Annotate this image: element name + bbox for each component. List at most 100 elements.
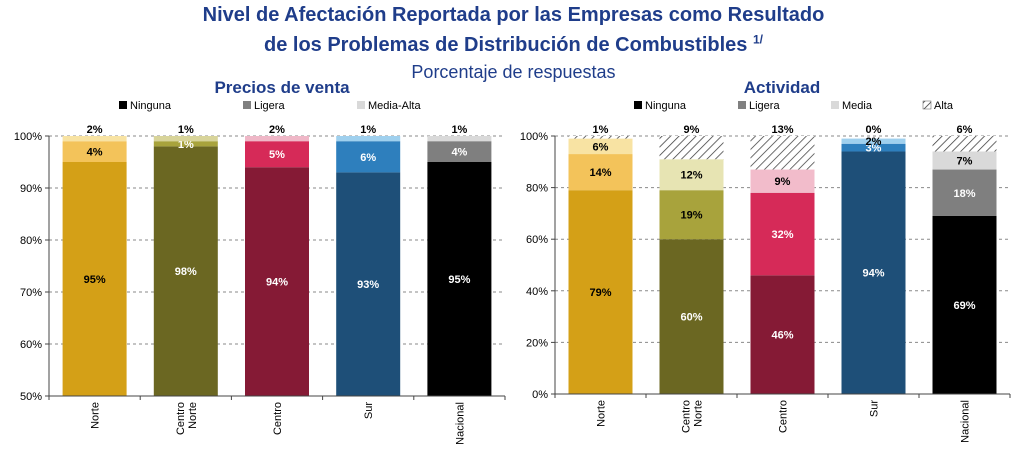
- panel1-ytick-label: 70%: [20, 287, 42, 299]
- panel2-bar-centro-ligera: [750, 192, 815, 276]
- panel2-bar-norte-alta: [568, 136, 633, 139]
- panel1-ytick-label: 80%: [20, 235, 42, 247]
- panel1-bar-nacional-ligera: [427, 141, 492, 162]
- panel1-data-label-sur-media-alta: 1%: [360, 124, 376, 136]
- panel2-bar-sur-media: [841, 138, 906, 144]
- panel1-bar-centro-ligera: [245, 141, 309, 168]
- panel2-title: Actividad: [744, 78, 821, 97]
- panel2-data-label-nacional-ligera: 18%: [953, 188, 975, 200]
- panel2-data-label-centro-norte-ninguna: 60%: [680, 312, 702, 324]
- panel1-xtick-label-centro: Centro: [272, 402, 284, 435]
- panel1-data-label-centro-norte-media-alta: 1%: [178, 124, 194, 136]
- panel2-xtick-label-centro-norte-line2: Norte: [693, 400, 705, 427]
- chart-subtitle: Porcentaje de respuestas: [411, 62, 616, 82]
- panel1-legend-label-ninguna: Ninguna: [130, 100, 172, 112]
- panel1-data-label-sur-ligera: 6%: [360, 152, 376, 164]
- panel2-bar-sur-ninguna: [841, 151, 906, 394]
- panel2-data-label-norte-ninguna: 79%: [589, 287, 611, 299]
- panel2-ytick-label: 0%: [532, 389, 548, 401]
- chart-title-line2: de los Problemas de Distribución de Comb…: [0, 32, 1027, 58]
- panel1-bar-nacional-ninguna: [427, 162, 492, 396]
- panel2-legend-swatch-ninguna: [634, 101, 642, 109]
- panel2-xtick-label-centro-norte-line1: Centro: [681, 400, 693, 433]
- panel1-bar-sur-ligera: [336, 141, 401, 173]
- panel1-data-label-norte-ninguna: 95%: [84, 274, 106, 286]
- panel2-bar-nacional-ligera: [932, 169, 997, 216]
- panel2-bar-centro-norte-ligera: [659, 190, 724, 240]
- panel2-ytick-label: 40%: [526, 286, 548, 298]
- panel2-data-label-centro-alta: 13%: [771, 124, 793, 136]
- panel2-data-label-norte-alta: 1%: [593, 124, 609, 136]
- panel2-data-label-centro-media: 9%: [775, 176, 791, 188]
- panel1-title: Precios de venta: [214, 78, 350, 97]
- panel1-data-label-nacional-ninguna: 95%: [448, 274, 470, 286]
- panel2-bar-centro-alta: [750, 136, 815, 170]
- panel1-xtick-label-norte: Norte: [90, 402, 102, 429]
- panel1-bar-nacional-media-alta: [427, 136, 492, 142]
- panel1-bar-norte-media-alta: [62, 136, 127, 142]
- panel2-ytick-label: 80%: [526, 183, 548, 195]
- panel1-bar-centro-norte-ninguna: [153, 146, 218, 396]
- panel2-data-label-nacional-media: 7%: [957, 156, 973, 168]
- panel1-data-label-norte-media-alta: 2%: [87, 124, 103, 136]
- panel1-data-label-norte-ligera: 4%: [87, 147, 103, 159]
- panel2-ytick-label: 20%: [526, 337, 548, 349]
- panel1-legend-swatch-ligera: [243, 101, 251, 109]
- panel2-data-label-sur-ninguna: 94%: [862, 268, 884, 280]
- panel2-data-label-sur-ligera: 3%: [866, 143, 882, 155]
- panel2-legend-swatch-alta: [922, 100, 932, 110]
- panel2-data-label-norte-ligera: 14%: [589, 167, 611, 179]
- panel1-data-label-centro-norte-ligera: 1%: [178, 139, 194, 151]
- panel1-bar-sur-media-alta: [336, 136, 401, 142]
- panel1-data-label-centro-ninguna: 94%: [266, 277, 288, 289]
- panel2-bar-nacional-ninguna: [932, 215, 997, 394]
- panel2-legend-label-ninguna: Ninguna: [645, 100, 687, 112]
- panel1-xtick-label-nacional: Nacional: [454, 402, 466, 445]
- panel1-legend-swatch-ninguna: [119, 101, 127, 109]
- panel1-bar-centro-norte-media-alta: [153, 136, 218, 142]
- panel1-bar-centro-ninguna: [245, 167, 309, 396]
- panel1-bar-centro-media-alta: [245, 136, 309, 142]
- panel2-bar-centro-ninguna: [750, 275, 815, 394]
- panel2-legend-label-alta: Alta: [934, 100, 954, 112]
- panel2-xtick-label-nacional: Nacional: [960, 400, 972, 443]
- panel2-data-label-sur-media: 2%: [866, 136, 882, 148]
- panel2-data-label-centro-ninguna: 46%: [771, 330, 793, 342]
- panel2-bar-sur-ligera: [841, 143, 906, 152]
- panel2-bar-centro-norte-media: [659, 159, 724, 191]
- panel2-data-label-nacional-alta: 6%: [957, 124, 973, 136]
- panel2-ytick-label: 60%: [526, 234, 548, 246]
- panel1-data-label-centro-ligera: 5%: [269, 149, 285, 161]
- panel2-data-label-nacional-ninguna: 69%: [953, 300, 975, 312]
- panel1-xtick-label-centro-norte-line1: Centro: [175, 402, 187, 435]
- chart-title-line2-text: de los Problemas de Distribución de Comb…: [263, 34, 748, 56]
- panel1-xtick-label-centro-norte-line2: Norte: [187, 402, 199, 429]
- panel2-bar-centro-norte-ninguna: [659, 239, 724, 394]
- panel2-xtick-label-sur: Sur: [869, 400, 881, 417]
- chart-title-line1: Nivel de Afectación Reportada por las Em…: [202, 4, 825, 26]
- footnote-marker: 1/: [752, 32, 763, 47]
- panel1-bar-centro-norte-ligera: [153, 141, 218, 147]
- panel1-ytick-label: 50%: [20, 391, 42, 403]
- panel1-bar-norte-ligera: [62, 141, 127, 162]
- panel2-data-label-sur-alta: 0%: [866, 124, 882, 136]
- panel2-bar-centro-norte-alta: [659, 136, 724, 160]
- panel1-data-label-centro-media-alta: 2%: [269, 124, 285, 136]
- footnote-strip: [0, 444, 1027, 451]
- panel1-ytick-label: 90%: [20, 183, 42, 195]
- panel2-legend-swatch-ligera: [738, 101, 746, 109]
- panel2-data-label-centro-norte-media: 12%: [680, 170, 702, 182]
- panel2-data-label-centro-norte-ligera: 19%: [680, 210, 702, 222]
- panel2-bar-nacional-media: [932, 151, 997, 170]
- panel1-bar-norte-ninguna: [62, 162, 127, 396]
- panel1-ytick-label: 100%: [14, 131, 42, 143]
- panel2-bar-centro-media: [750, 169, 815, 193]
- panel2-data-label-norte-media: 6%: [593, 141, 609, 153]
- panel2-bar-norte-ligera: [568, 154, 633, 191]
- panel1-legend-swatch-media-alta: [357, 101, 365, 109]
- panel1-legend-label-ligera: Ligera: [254, 100, 285, 112]
- panel1-ytick-label: 60%: [20, 339, 42, 351]
- panel2-legend-label-media: Media: [842, 100, 873, 112]
- panel1-data-label-nacional-media-alta: 1%: [451, 124, 467, 136]
